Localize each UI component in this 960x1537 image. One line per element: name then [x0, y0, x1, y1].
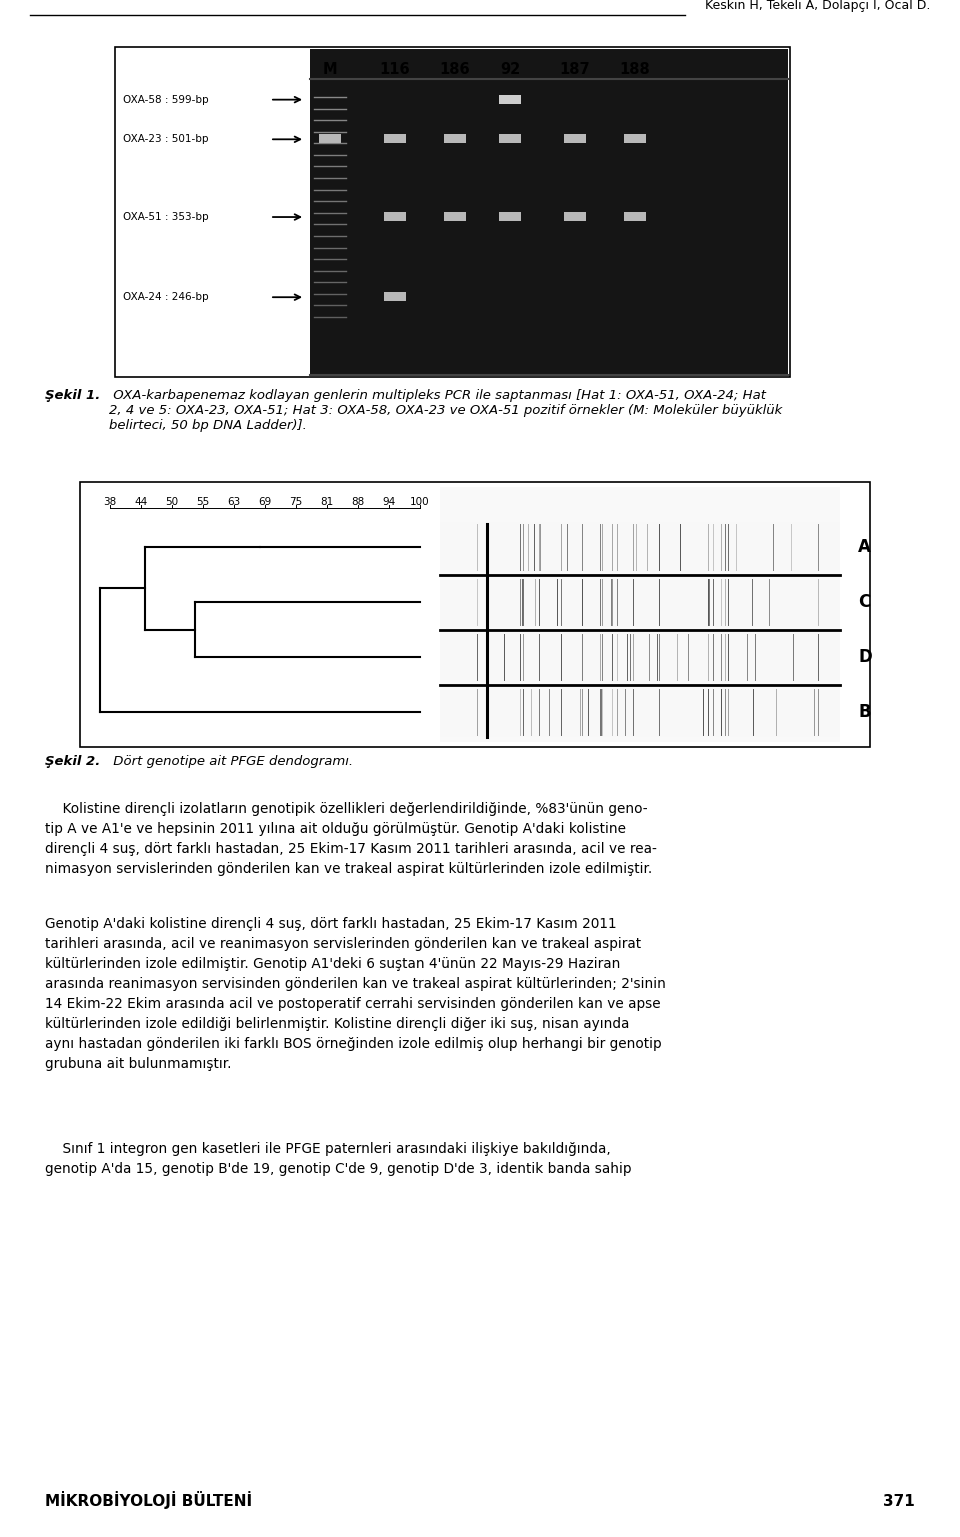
Bar [319, 134, 341, 143]
Bar [440, 578, 840, 627]
Text: MİKROBİYOLOJİ BÜLTENİ: MİKROBİYOLOJİ BÜLTENİ [45, 1491, 252, 1509]
Text: Şekil 2.: Şekil 2. [45, 755, 100, 768]
Bar [310, 49, 788, 375]
Bar [499, 95, 521, 103]
Text: 55: 55 [197, 496, 209, 507]
Text: D: D [858, 649, 872, 666]
Text: Şekil 1.: Şekil 1. [45, 389, 100, 403]
Bar [384, 212, 406, 221]
Bar [440, 687, 840, 736]
Text: Sınıf 1 integron gen kasetleri ile PFGE paternleri arasındaki ilişkiye bakıldığı: Sınıf 1 integron gen kasetleri ile PFGE … [45, 1142, 632, 1176]
Bar [444, 134, 466, 143]
Text: OXA-karbapenemaz kodlayan genlerin multipleks PCR ile saptanması [Hat 1: OXA-51,: OXA-karbapenemaz kodlayan genlerin multi… [109, 389, 782, 432]
Bar [499, 134, 521, 143]
Text: 44: 44 [134, 496, 148, 507]
Bar [564, 134, 586, 143]
Text: A: A [858, 538, 871, 556]
Text: Kolistine dirençli izolatların genotipik özellikleri değerlendirildiğinde, %83'ü: Kolistine dirençli izolatların genotipik… [45, 802, 657, 876]
Text: OXA-24 : 246-bp: OXA-24 : 246-bp [123, 292, 208, 303]
Text: 69: 69 [258, 496, 272, 507]
Text: 186: 186 [440, 61, 470, 77]
Text: 63: 63 [228, 496, 241, 507]
Text: 188: 188 [619, 61, 650, 77]
Text: 100: 100 [410, 496, 430, 507]
Text: C: C [858, 593, 871, 612]
Text: 75: 75 [289, 496, 302, 507]
Bar [624, 212, 646, 221]
Text: OXA-23 : 501-bp: OXA-23 : 501-bp [123, 134, 208, 144]
Text: OXA-51 : 353-bp: OXA-51 : 353-bp [123, 212, 208, 221]
Bar [564, 212, 586, 221]
Text: 38: 38 [104, 496, 116, 507]
Text: M: M [323, 61, 337, 77]
Text: 88: 88 [351, 496, 365, 507]
Bar [624, 134, 646, 143]
Bar [440, 632, 840, 682]
Bar [115, 48, 790, 377]
Bar [440, 487, 840, 742]
Text: OXA-58 : 599-bp: OXA-58 : 599-bp [123, 95, 208, 105]
Bar [444, 212, 466, 221]
Text: B: B [858, 702, 871, 721]
Bar [384, 134, 406, 143]
Text: 94: 94 [382, 496, 396, 507]
Bar [440, 523, 840, 572]
Text: 116: 116 [380, 61, 410, 77]
Text: 371: 371 [883, 1494, 915, 1509]
Bar [499, 212, 521, 221]
Bar [80, 483, 870, 747]
Text: Dört genotipe ait PFGE dendogramı.: Dört genotipe ait PFGE dendogramı. [109, 755, 353, 768]
Text: Genotip A'daki kolistine dirençli 4 suş, dört farklı hastadan, 25 Ekim-17 Kasım : Genotip A'daki kolistine dirençli 4 suş,… [45, 918, 666, 1071]
Text: 92: 92 [500, 61, 520, 77]
Text: 81: 81 [321, 496, 334, 507]
Text: 50: 50 [165, 496, 179, 507]
Bar [384, 292, 406, 301]
Text: 187: 187 [560, 61, 590, 77]
Text: Keskin H, Tekeli A, Dolapçı İ, Öcal D.: Keskin H, Tekeli A, Dolapçı İ, Öcal D. [705, 0, 930, 12]
